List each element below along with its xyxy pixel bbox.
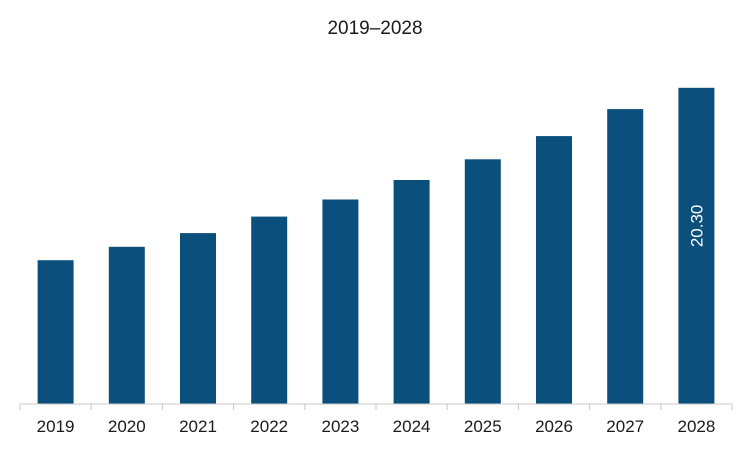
bar-2028 — [678, 87, 715, 405]
bars-group — [37, 87, 715, 405]
x-axis: 2019 2020 2021 2022 2023 2024 2025 2026 2027 2028 — [19, 403, 733, 436]
bar-2026 — [536, 136, 572, 404]
x-tick-label-2025: 2025 — [464, 417, 502, 436]
bar-2025 — [464, 159, 501, 404]
x-tick-label-2024: 2024 — [393, 417, 431, 436]
bar-2024 — [393, 180, 430, 404]
bar-2027 — [607, 109, 644, 404]
bar-2020 — [108, 246, 145, 404]
x-tick-label-2020: 2020 — [108, 417, 146, 436]
x-tick-label-2019: 2019 — [37, 417, 75, 436]
x-tick-label-2028: 2028 — [677, 417, 715, 436]
bar-2019 — [37, 260, 74, 404]
bar-2023 — [322, 199, 359, 404]
data-labels-group: 20.30 — [687, 205, 706, 248]
bar-2021 — [180, 233, 216, 404]
x-tick-label-2021: 2021 — [179, 417, 217, 436]
chart-title: 2019–2028 — [327, 18, 423, 39]
x-tick-label-2022: 2022 — [250, 417, 288, 436]
x-tick-label-2027: 2027 — [606, 417, 644, 436]
bar-2022 — [251, 216, 288, 404]
data-label-2028: 20.30 — [687, 205, 706, 248]
x-tick-label-2023: 2023 — [321, 417, 359, 436]
x-tick-label-2026: 2026 — [535, 417, 573, 436]
